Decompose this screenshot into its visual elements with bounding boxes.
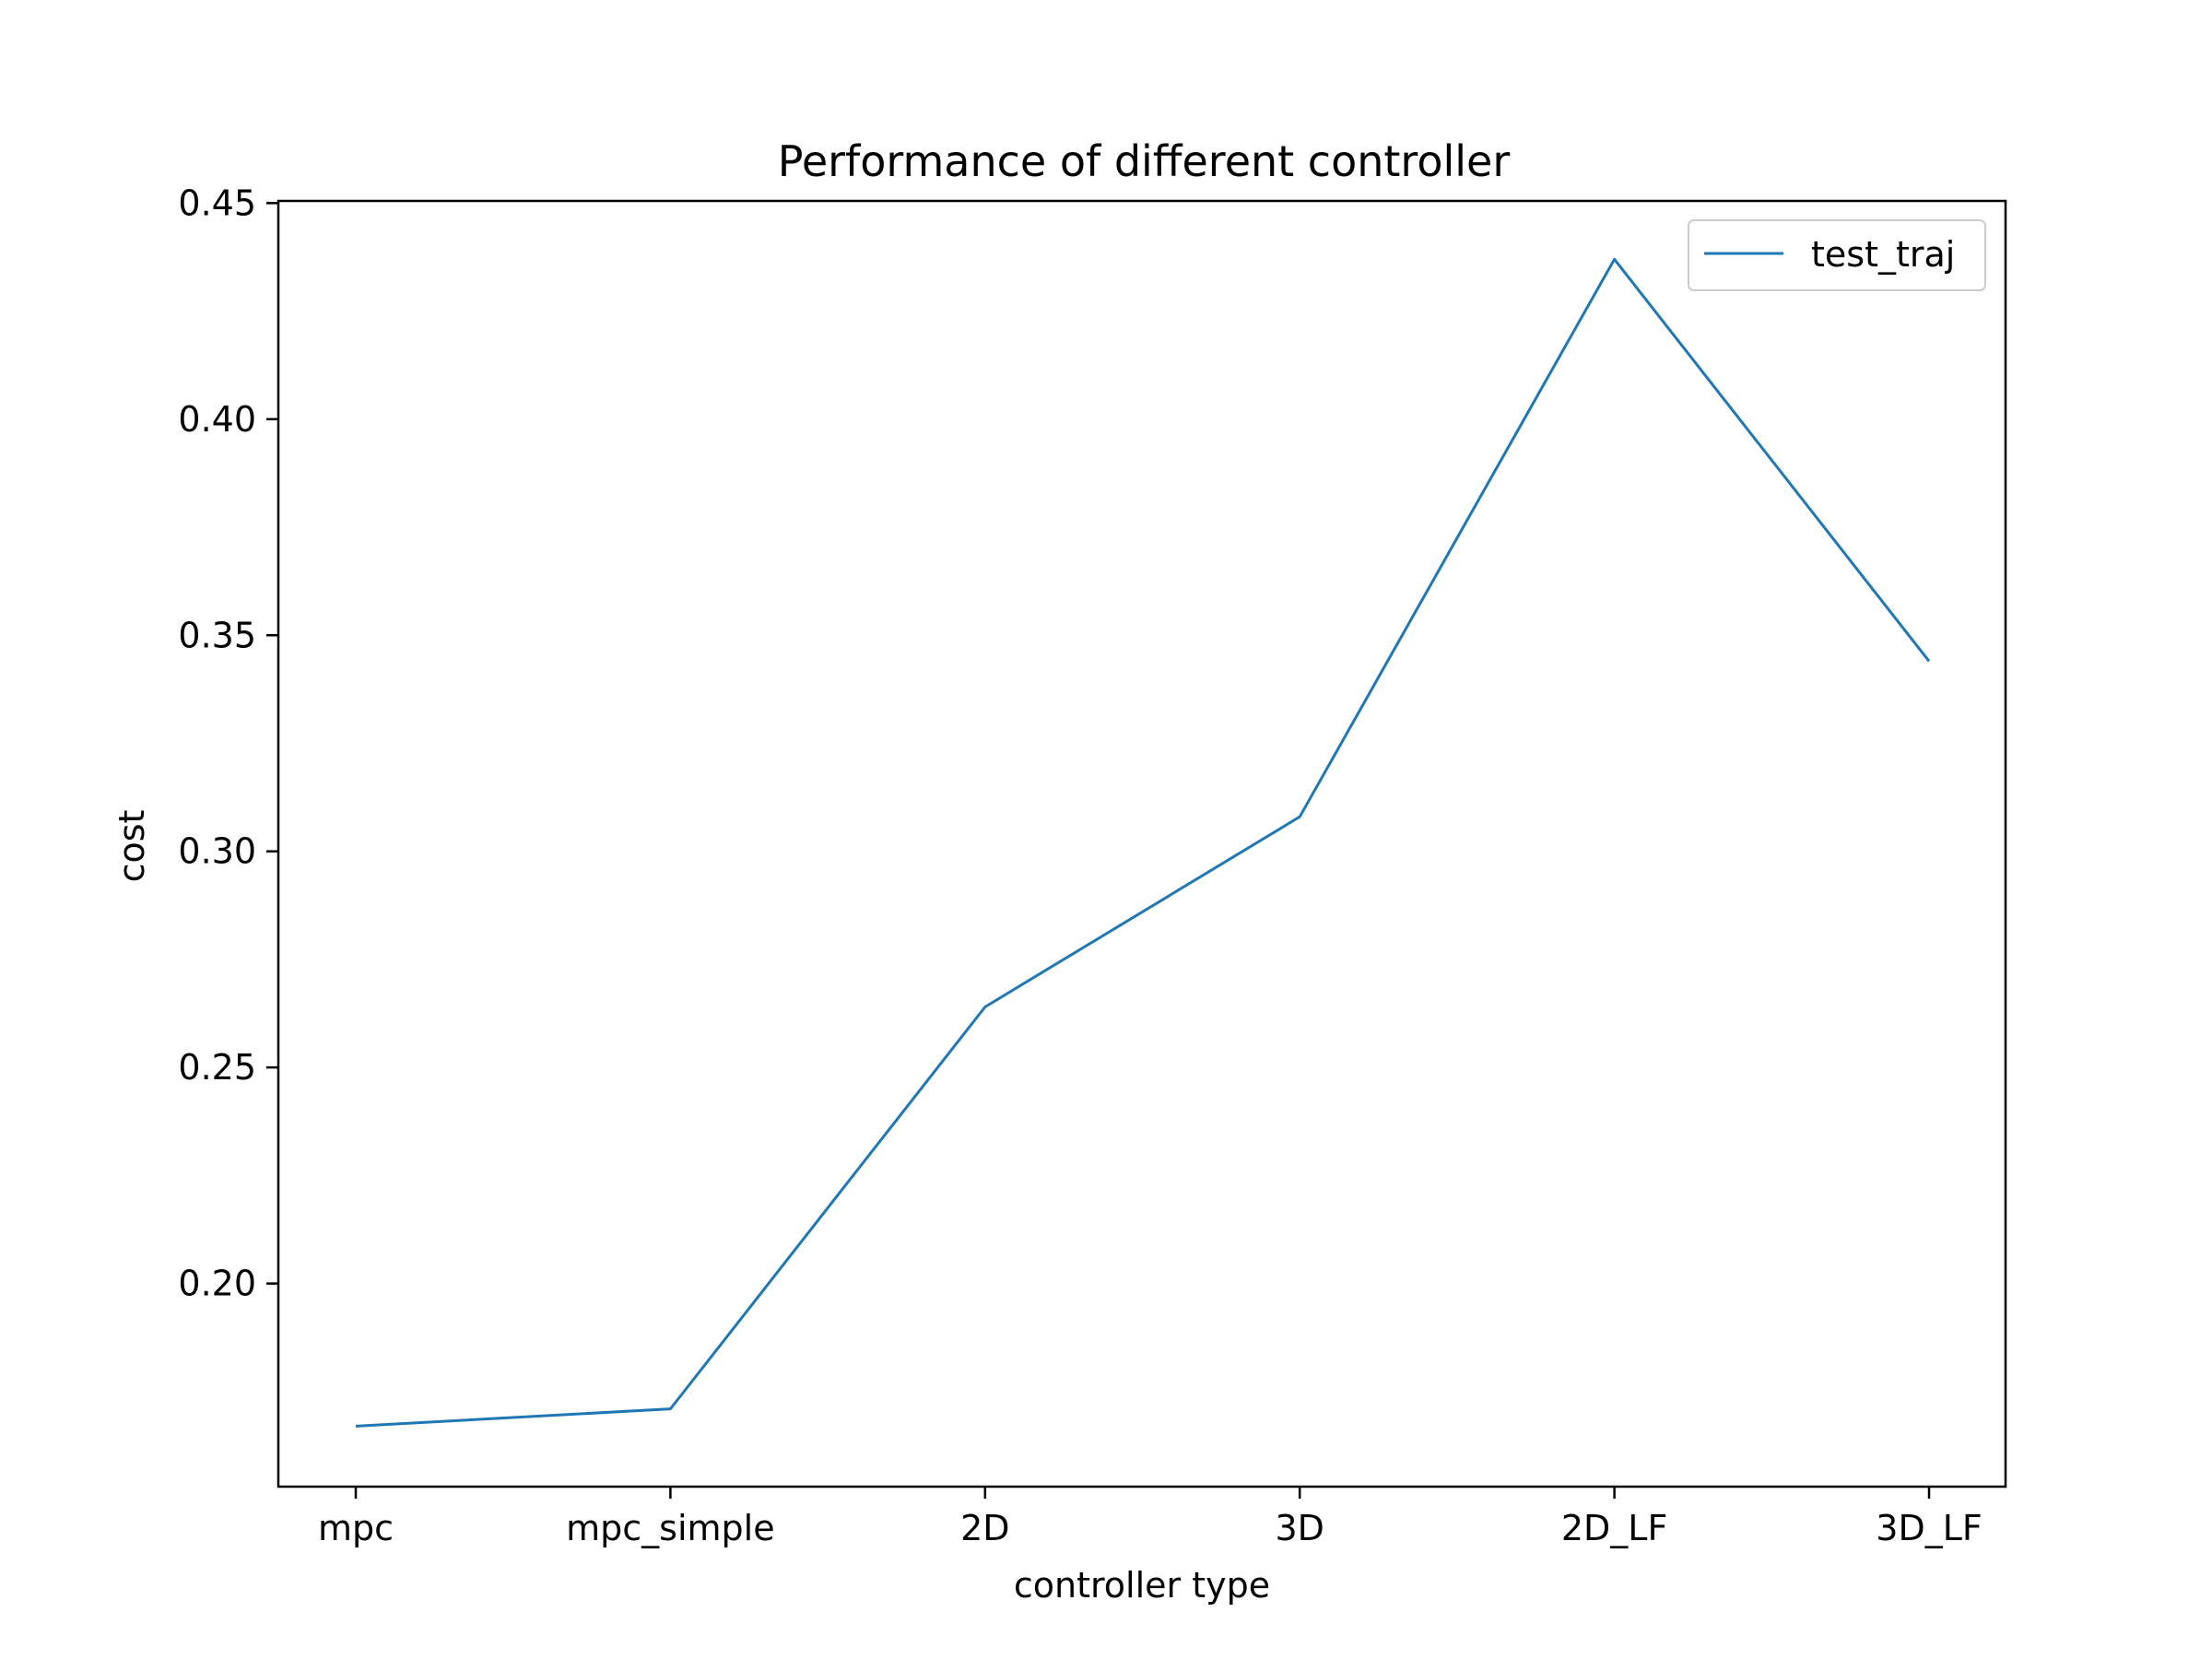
y-axis-label: cost xyxy=(112,810,152,883)
chart-title: Performance of different controller xyxy=(778,136,1511,186)
x-tick-label: 2D xyxy=(960,1508,1009,1548)
y-tick-label: 0.25 xyxy=(178,1047,256,1088)
x-tick-label: mpc_simple xyxy=(566,1508,774,1548)
y-axis: 0.20 0.25 0.30 0.35 0.40 0.45 xyxy=(178,182,278,1304)
y-tick-label: 0.30 xyxy=(178,831,256,872)
series-line xyxy=(355,257,1931,1428)
x-tick-label: mpc xyxy=(318,1508,394,1548)
y-tick-label: 0.40 xyxy=(178,399,256,440)
x-tick-label: 3D_LF xyxy=(1876,1508,1982,1548)
plot-area xyxy=(355,257,1931,1428)
y-tick-label: 0.45 xyxy=(178,182,256,223)
legend-label: test_traj xyxy=(1811,234,1955,275)
axes-frame xyxy=(276,199,2007,1488)
x-axis: mpc mpc_simple 2D 3D 2D_LF 3D_LF xyxy=(318,1487,1983,1548)
x-tick-label: 3D xyxy=(1275,1508,1324,1548)
y-tick-label: 0.35 xyxy=(178,615,256,655)
y-tick-label: 0.20 xyxy=(178,1264,256,1304)
x-axis-label: controller type xyxy=(1014,1565,1270,1606)
x-tick-label: 2D_LF xyxy=(1561,1508,1667,1548)
legend: test_traj xyxy=(1688,219,1986,291)
legend-box xyxy=(1688,219,1986,291)
